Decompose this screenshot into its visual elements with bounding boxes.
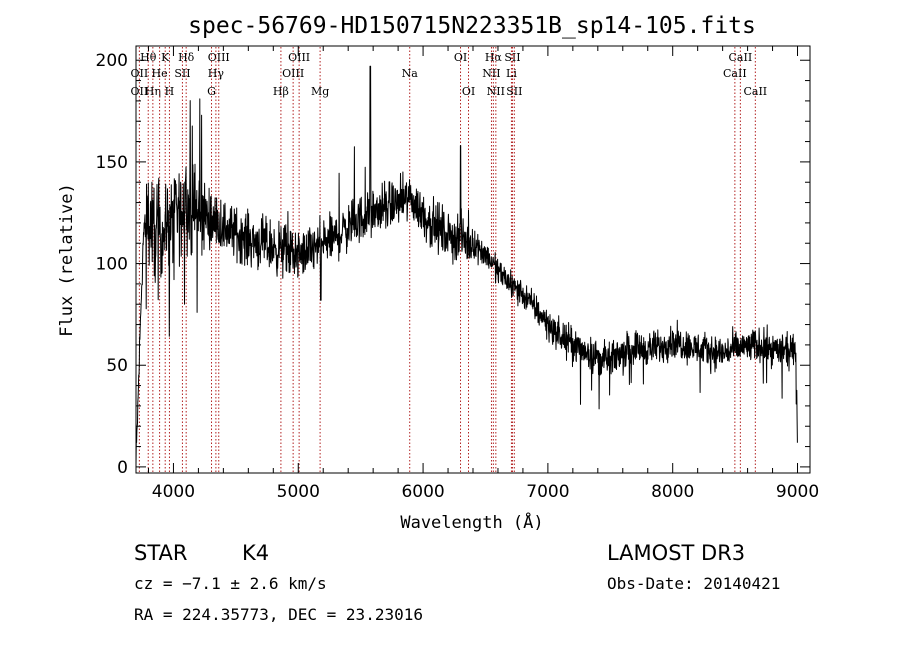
x-tick-label: 6000 xyxy=(401,482,444,502)
line-marker-label: OIII xyxy=(208,51,230,64)
line-marker-label: K xyxy=(161,51,170,64)
line-marker-label: OI xyxy=(462,85,475,98)
line-marker-label: SII xyxy=(506,85,522,98)
x-tick-label: 8000 xyxy=(651,482,694,502)
line-marker-label: Hθ xyxy=(140,51,157,64)
y-axis-label: Flux (relative) xyxy=(57,183,77,337)
y-tick-label: 150 xyxy=(96,153,128,173)
line-marker-label: NII xyxy=(482,67,500,80)
line-marker-label: Li xyxy=(506,67,517,80)
line-marker-label: SII xyxy=(504,51,520,64)
x-axis-label: Wavelength (Å) xyxy=(400,511,543,533)
y-tick-label: 200 xyxy=(96,51,128,71)
y-axis-ticks: 0 50 100 150 200 xyxy=(96,51,810,478)
line-marker-label: CaII xyxy=(743,85,767,98)
coordinates-line: RA = 224.35773, DEC = 23.23016 xyxy=(134,605,423,624)
x-tick-label: 5000 xyxy=(277,482,320,502)
line-marker-label: NII xyxy=(487,85,505,98)
line-marker-label: Hβ xyxy=(273,85,289,98)
line-marker-label: OII xyxy=(131,85,149,98)
x-axis-ticks: 4000 5000 6000 7000 8000 9000 xyxy=(147,46,819,502)
line-marker-label: G xyxy=(207,85,216,98)
survey-name: LAMOST DR3 xyxy=(607,541,745,565)
chart-title: spec-56769-HD150715N223351B_sp14-105.fit… xyxy=(188,13,756,39)
obs-date-line: Obs-Date: 20140421 xyxy=(607,574,780,593)
line-marker-label: OIII xyxy=(288,51,310,64)
line-marker-label: Hα xyxy=(485,51,503,64)
x-tick-label: 4000 xyxy=(152,482,195,502)
line-marker-label: Mg xyxy=(311,85,329,98)
spectrum-line xyxy=(135,65,798,466)
x-tick-label: 7000 xyxy=(526,482,569,502)
line-marker-label: OIII xyxy=(282,67,304,80)
y-tick-label: 0 xyxy=(117,458,128,478)
line-marker-label: Hη xyxy=(145,85,161,98)
redshift-line: cz = −7.1 ± 2.6 km/s xyxy=(134,574,327,593)
object-subclass: K4 xyxy=(242,541,269,565)
object-type: STAR xyxy=(134,541,187,565)
line-marker-label: OII xyxy=(131,67,149,80)
line-marker-label: Hδ xyxy=(178,51,195,64)
spectrum-series xyxy=(135,65,798,466)
y-tick-label: 50 xyxy=(106,356,128,376)
line-marker-label: OI xyxy=(454,51,467,64)
x-tick-label: 9000 xyxy=(776,482,819,502)
y-tick-label: 100 xyxy=(96,255,128,275)
line-marker-label: SII xyxy=(174,67,190,80)
line-marker-label: Na xyxy=(402,67,419,80)
line-marker-label: CaII xyxy=(729,51,753,64)
line-marker-label: CaII xyxy=(723,67,747,80)
line-marker-label: H xyxy=(165,85,175,98)
line-marker-label: Hγ xyxy=(208,67,225,80)
line-marker-label: He xyxy=(152,67,168,80)
